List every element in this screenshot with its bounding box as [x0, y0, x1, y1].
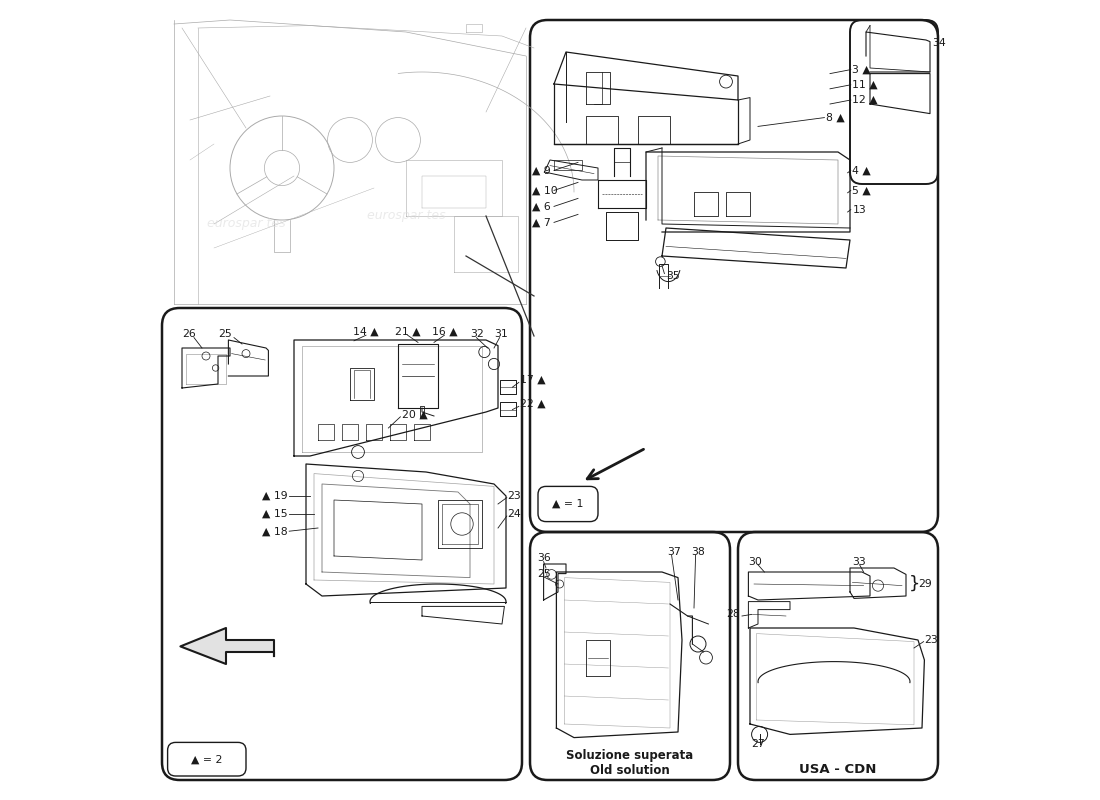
- Text: ▲ 6: ▲ 6: [532, 202, 551, 211]
- Text: 35: 35: [666, 271, 680, 281]
- Text: 31: 31: [494, 330, 508, 339]
- Text: 30: 30: [748, 557, 762, 566]
- Text: 22 ▲: 22 ▲: [519, 399, 546, 409]
- Text: 37: 37: [667, 547, 681, 557]
- Text: 8 ▲: 8 ▲: [826, 113, 845, 122]
- Text: 21 ▲: 21 ▲: [395, 327, 420, 337]
- Text: 11 ▲: 11 ▲: [852, 80, 878, 90]
- Text: 16 ▲: 16 ▲: [431, 327, 458, 337]
- Text: 28: 28: [727, 610, 740, 619]
- Text: 34: 34: [933, 38, 946, 48]
- Text: 29: 29: [918, 579, 932, 589]
- Polygon shape: [180, 628, 274, 664]
- Text: 32: 32: [470, 330, 484, 339]
- Text: ▲ = 1: ▲ = 1: [552, 499, 583, 509]
- Text: ▲ = 2: ▲ = 2: [191, 754, 222, 764]
- Text: 38: 38: [691, 547, 705, 557]
- Text: Old solution: Old solution: [590, 764, 670, 777]
- Text: 24: 24: [507, 509, 521, 518]
- Text: 23: 23: [507, 491, 521, 501]
- Text: 25: 25: [537, 570, 551, 579]
- Text: 13: 13: [852, 205, 866, 214]
- Text: ▲ 15: ▲ 15: [262, 509, 287, 518]
- Text: 20 ▲: 20 ▲: [402, 410, 428, 419]
- Text: ▲ 9: ▲ 9: [532, 166, 551, 175]
- Text: 36: 36: [537, 554, 551, 563]
- Text: 12 ▲: 12 ▲: [852, 95, 878, 105]
- Text: eurospar tes: eurospar tes: [366, 210, 446, 222]
- Text: ▲ 10: ▲ 10: [532, 186, 558, 195]
- Text: ▲ 19: ▲ 19: [262, 491, 287, 501]
- Text: }: }: [909, 575, 920, 593]
- Text: 26: 26: [182, 330, 196, 339]
- Text: 17 ▲: 17 ▲: [519, 375, 546, 385]
- Text: 33: 33: [852, 557, 866, 566]
- Text: 14 ▲: 14 ▲: [353, 327, 378, 337]
- Text: 4 ▲: 4 ▲: [852, 166, 871, 175]
- Text: 25: 25: [218, 330, 232, 339]
- Text: 3 ▲: 3 ▲: [852, 65, 871, 74]
- Text: ▲ 18: ▲ 18: [262, 526, 287, 536]
- Text: Soluzione superata: Soluzione superata: [566, 750, 694, 762]
- Text: 27: 27: [751, 739, 766, 749]
- Text: USA - CDN: USA - CDN: [800, 763, 877, 776]
- Text: ▲ 7: ▲ 7: [532, 218, 551, 227]
- Text: eurospar tes: eurospar tes: [207, 218, 285, 230]
- Text: 5 ▲: 5 ▲: [852, 186, 871, 195]
- Text: 23: 23: [924, 635, 938, 645]
